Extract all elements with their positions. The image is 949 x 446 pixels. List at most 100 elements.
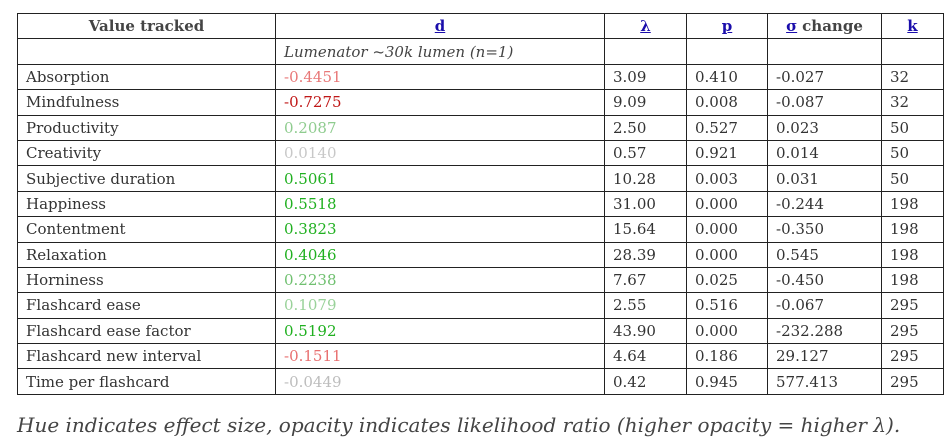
header-link[interactable]: p	[721, 17, 733, 36]
cell-p: 0.000	[686, 317, 768, 345]
cell-d: -0.7275	[275, 89, 605, 116]
cell-lambda: 31.00	[604, 190, 687, 218]
empty-cell	[767, 38, 882, 65]
cell-d: 0.5061	[275, 165, 605, 192]
header-link[interactable]: σ	[786, 17, 798, 36]
header-cell: σ change	[767, 12, 882, 40]
row-label: Flashcard new interval	[17, 343, 276, 370]
cell-sigma-change: -0.087	[767, 89, 882, 116]
cell-p: 0.008	[686, 89, 768, 116]
cell-p: 0.000	[686, 216, 768, 243]
cell-p: 0.003	[686, 165, 768, 192]
cell-p: 0.527	[686, 114, 768, 141]
cell-k: 32	[881, 63, 944, 91]
row-label: Time per flashcard	[17, 368, 276, 395]
cell-k: 50	[881, 165, 944, 192]
cell-d: 0.5518	[275, 190, 605, 218]
cell-k: 198	[881, 190, 944, 218]
cell-lambda: 3.09	[604, 63, 687, 91]
cell-d: 0.3823	[275, 216, 605, 243]
row-label: Relaxation	[17, 241, 276, 268]
cell-lambda: 0.42	[604, 368, 687, 395]
table-row: Horniness 0.2238 7.67 0.025 -0.450 198	[17, 266, 944, 294]
row-label: Subjective duration	[17, 165, 276, 192]
cell-d: -0.0449	[275, 368, 605, 395]
header-link[interactable]: λ	[640, 17, 651, 36]
cell-d: -0.1511	[275, 343, 605, 370]
empty-cell	[17, 38, 276, 65]
cell-d: 0.1079	[275, 292, 605, 319]
cell-d: 0.0140	[275, 139, 605, 167]
cell-lambda: 4.64	[604, 343, 687, 370]
cell-lambda: 9.09	[604, 89, 687, 116]
row-label: Contentment	[17, 216, 276, 243]
header-cell: λ	[604, 12, 687, 40]
cell-k: 295	[881, 368, 944, 395]
cell-sigma-change: 0.031	[767, 165, 882, 192]
table-body: Absorption -0.4451 3.09 0.410 -0.027 32 Mindfu…	[17, 63, 944, 395]
cell-lambda: 2.55	[604, 292, 687, 319]
cell-k: 198	[881, 216, 944, 243]
results-table: Value tracked d λ p σ change k Lumenator …	[17, 12, 944, 395]
cell-lambda: 2.50	[604, 114, 687, 141]
cell-p: 0.186	[686, 343, 768, 370]
cell-k: 198	[881, 266, 944, 294]
table-row: Relaxation 0.4046 28.39 0.000 0.545 198	[17, 241, 944, 268]
cell-k: 50	[881, 139, 944, 167]
header-text: change	[802, 17, 863, 36]
table-row: Time per flashcard -0.0449 0.42 0.945 577.41…	[17, 368, 944, 395]
table-row: Flashcard new interval -0.1511 4.64 0.186 29…	[17, 343, 944, 370]
table-row: Mindfulness -0.7275 9.09 0.008 -0.087 32	[17, 89, 944, 116]
header-cell: k	[881, 12, 944, 40]
cell-d: 0.4046	[275, 241, 605, 268]
table-row: Absorption -0.4451 3.09 0.410 -0.027 32	[17, 63, 944, 91]
cell-lambda: 28.39	[604, 241, 687, 268]
cell-d: 0.5192	[275, 317, 605, 345]
cell-sigma-change: -232.288	[767, 317, 882, 345]
table-row: Flashcard ease 0.1079 2.55 0.516 -0.067 295	[17, 292, 944, 319]
cell-k: 198	[881, 241, 944, 268]
cell-sigma-change: 577.413	[767, 368, 882, 395]
cell-sigma-change: 0.545	[767, 241, 882, 268]
cell-p: 0.945	[686, 368, 768, 395]
header-cell: d	[275, 12, 605, 40]
cell-p: 0.025	[686, 266, 768, 294]
row-label: Happiness	[17, 190, 276, 218]
header-cell: p	[686, 12, 768, 40]
cell-k: 295	[881, 343, 944, 370]
cell-sigma-change: 29.127	[767, 343, 882, 370]
cell-p: 0.000	[686, 190, 768, 218]
cell-k: 295	[881, 317, 944, 345]
cell-k: 295	[881, 292, 944, 319]
empty-cell	[604, 38, 687, 65]
row-label: Absorption	[17, 63, 276, 91]
table-row: Productivity 0.2087 2.50 0.527 0.023 50	[17, 114, 944, 141]
cell-lambda: 10.28	[604, 165, 687, 192]
subheader-row: Lumenator ~30k lumen (n=1)	[17, 38, 944, 65]
cell-p: 0.516	[686, 292, 768, 319]
cell-p: 0.000	[686, 241, 768, 268]
table-row: Creativity 0.0140 0.57 0.921 0.014 50	[17, 139, 944, 167]
cell-sigma-change: -0.027	[767, 63, 882, 91]
cell-sigma-change: 0.023	[767, 114, 882, 141]
cell-sigma-change: 0.014	[767, 139, 882, 167]
table-row: Subjective duration 0.5061 10.28 0.003 0.031…	[17, 165, 944, 192]
table-row: Happiness 0.5518 31.00 0.000 -0.244 198	[17, 190, 944, 218]
cell-sigma-change: -0.450	[767, 266, 882, 294]
cell-d: 0.2238	[275, 266, 605, 294]
header-link[interactable]: k	[907, 17, 918, 36]
cell-p: 0.921	[686, 139, 768, 167]
header-link[interactable]: d	[434, 17, 446, 36]
empty-cell	[686, 38, 768, 65]
empty-cell	[881, 38, 944, 65]
subheader-cell: Lumenator ~30k lumen (n=1)	[275, 38, 605, 65]
row-label: Creativity	[17, 139, 276, 167]
row-label: Mindfulness	[17, 89, 276, 116]
cell-d: 0.2087	[275, 114, 605, 141]
cell-k: 32	[881, 89, 944, 116]
caption: Hue indicates effect size, opacity indic…	[17, 413, 901, 437]
row-label: Flashcard ease factor	[17, 317, 276, 345]
cell-p: 0.410	[686, 63, 768, 91]
cell-k: 50	[881, 114, 944, 141]
